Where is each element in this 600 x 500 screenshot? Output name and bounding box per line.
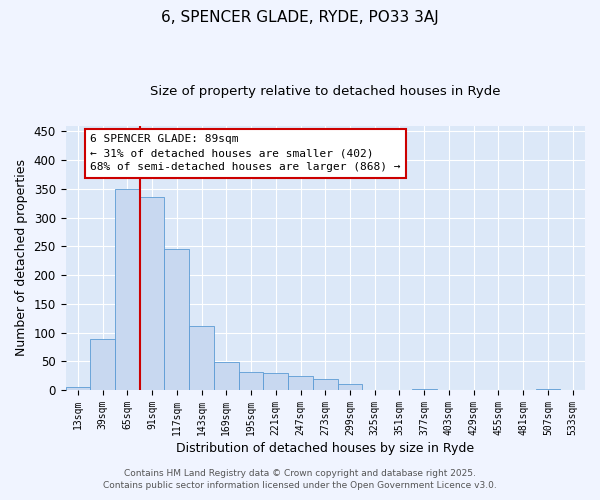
Bar [239,372,263,390]
X-axis label: Distribution of detached houses by size in Ryde: Distribution of detached houses by size … [176,442,475,455]
Bar [288,376,313,390]
Bar [536,389,560,390]
Bar [90,340,115,390]
Bar [263,373,288,390]
Bar [338,384,362,390]
Bar [164,249,189,390]
Text: Contains HM Land Registry data © Crown copyright and database right 2025.
Contai: Contains HM Land Registry data © Crown c… [103,468,497,490]
Bar [313,378,338,390]
Text: 6 SPENCER GLADE: 89sqm
← 31% of detached houses are smaller (402)
68% of semi-de: 6 SPENCER GLADE: 89sqm ← 31% of detached… [90,134,401,172]
Bar [140,198,164,390]
Bar [412,389,437,390]
Title: Size of property relative to detached houses in Ryde: Size of property relative to detached ho… [150,85,500,98]
Bar [189,326,214,390]
Y-axis label: Number of detached properties: Number of detached properties [15,160,28,356]
Bar [65,386,90,390]
Bar [115,189,140,390]
Bar [214,362,239,390]
Text: 6, SPENCER GLADE, RYDE, PO33 3AJ: 6, SPENCER GLADE, RYDE, PO33 3AJ [161,10,439,25]
